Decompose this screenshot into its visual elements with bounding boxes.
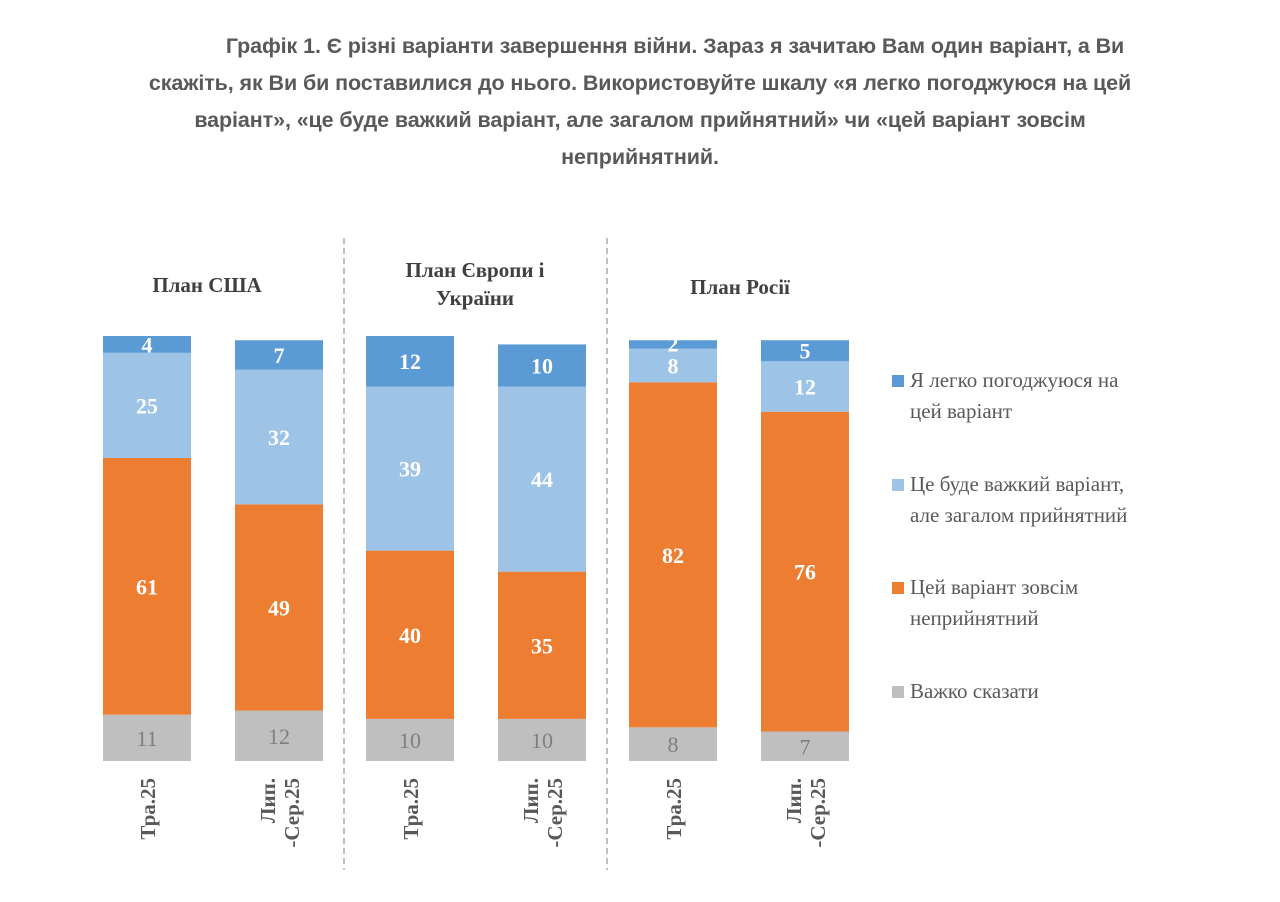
- data-label: 76: [794, 560, 816, 585]
- x-tick-label: Тра.25: [399, 778, 423, 840]
- data-label: 10: [531, 353, 553, 378]
- bar-segment: [498, 718, 586, 761]
- bar-segment: [235, 504, 323, 711]
- bar-segment: [366, 336, 454, 387]
- x-tick-label-line: -Сер.25: [543, 778, 567, 848]
- data-label: 7: [274, 343, 285, 368]
- x-tick-label: Тра.25: [136, 778, 160, 840]
- legend-swatch-hard-to-say: [892, 686, 904, 698]
- data-label: 5: [800, 339, 811, 364]
- data-label: 32: [268, 425, 290, 450]
- x-axis-labels: Тра.25 Лип. -Сер.25 Тра.25 Лип. -Сер.25 Тра.25…: [136, 778, 830, 848]
- x-tick-label-line: Тра.25: [399, 778, 423, 840]
- bar-segment: [366, 550, 454, 719]
- data-label: 40: [399, 623, 421, 648]
- title-line-1: Графік 1. Є різні варіанти завершення ві…: [225, 34, 1125, 58]
- bar-segment: [498, 386, 586, 572]
- group-title-europe-ukraine-line-1: План Європи і: [405, 258, 545, 282]
- x-tick-label-line: -Сер.25: [806, 778, 830, 848]
- data-label: 11: [136, 726, 157, 751]
- data-label: 4: [142, 332, 153, 357]
- data-label: 8: [668, 353, 679, 378]
- x-tick-label-line: Лип.: [256, 778, 280, 823]
- bar-segment: [629, 382, 717, 728]
- legend-label-line: цей варіант: [910, 399, 1013, 423]
- bar-segment: [629, 348, 717, 383]
- legend-label-line: неприйнятний: [910, 606, 1039, 630]
- data-label: 82: [662, 543, 684, 568]
- data-label: 10: [531, 728, 553, 753]
- data-label: 12: [794, 374, 816, 399]
- group-title-europe-ukraine: План Європи і України: [355, 256, 595, 312]
- data-label: 7: [800, 734, 811, 759]
- data-label: 12: [268, 724, 290, 749]
- data-label: 25: [136, 393, 158, 418]
- x-tick-label-line: Лип.: [519, 778, 543, 823]
- bar-segment: [498, 344, 586, 387]
- legend-swatch-easily-agree: [892, 375, 904, 387]
- bar-segment: [235, 369, 323, 505]
- legend-label-line: але загалом прийнятний: [910, 503, 1128, 527]
- bar-segment: [235, 710, 323, 761]
- legend-label-line: Я легко погоджуюся на: [910, 368, 1119, 392]
- bar-segment: [761, 340, 849, 362]
- group-title-usa: План США: [152, 273, 262, 297]
- bar-segment: [103, 714, 191, 761]
- x-tick-label: Лип. -Сер.25: [782, 778, 830, 848]
- x-tick-label: Лип. -Сер.25: [519, 778, 567, 848]
- data-label: 2: [668, 331, 679, 356]
- title-line-4: неприйнятний.: [561, 145, 719, 169]
- legend-label-line: Важко сказати: [910, 679, 1039, 703]
- legend-swatch-unacceptable: [892, 582, 904, 594]
- legend-label-line: Цей варіант зовсім: [910, 575, 1079, 599]
- title-line-2: скажіть, як Ви би поставилися до нього. …: [148, 71, 1132, 95]
- bar-segment: [629, 340, 717, 349]
- bar-segment: [498, 571, 586, 719]
- title-line-3: варіант», «це буде важкий варіант, але з…: [194, 108, 1086, 132]
- bar-segment: [103, 458, 191, 715]
- legend-swatch-hard-but-acceptable: [892, 479, 904, 491]
- bar-segment: [366, 386, 454, 551]
- legend-label-line: Це буде важкий варіант,: [910, 472, 1125, 496]
- data-label: 39: [399, 457, 421, 482]
- data-label: 49: [268, 595, 290, 620]
- x-tick-label-line: Тра.25: [136, 778, 160, 840]
- bar-segment: [761, 361, 849, 412]
- bar-segment: [103, 352, 191, 459]
- bar-segment: [761, 411, 849, 732]
- x-tick-label: Лип. -Сер.25: [256, 778, 304, 848]
- x-tick-label-line: Лип.: [782, 778, 806, 823]
- group-title-russia: План Росії: [690, 275, 790, 299]
- data-label: 35: [531, 633, 553, 658]
- bar-segment: [235, 340, 323, 370]
- bars: 1161254124932710403912103544108828277612…: [103, 331, 849, 761]
- x-tick-label-line: Тра.25: [662, 778, 686, 840]
- bar-segment: [761, 731, 849, 761]
- bar-segment: [629, 727, 717, 761]
- data-label: 12: [399, 349, 421, 374]
- data-label: 10: [399, 728, 421, 753]
- data-label: 61: [136, 574, 158, 599]
- x-tick-label-line: -Сер.25: [280, 778, 304, 848]
- bar-segment: [103, 336, 191, 353]
- data-label: 8: [668, 732, 679, 757]
- x-tick-label: Тра.25: [662, 778, 686, 840]
- data-label: 44: [531, 467, 553, 492]
- group-title-europe-ukraine-line-2: України: [435, 286, 514, 310]
- chart-title: Графік 1. Є різні варіанти завершення ві…: [20, 28, 1260, 176]
- bar-segment: [366, 718, 454, 761]
